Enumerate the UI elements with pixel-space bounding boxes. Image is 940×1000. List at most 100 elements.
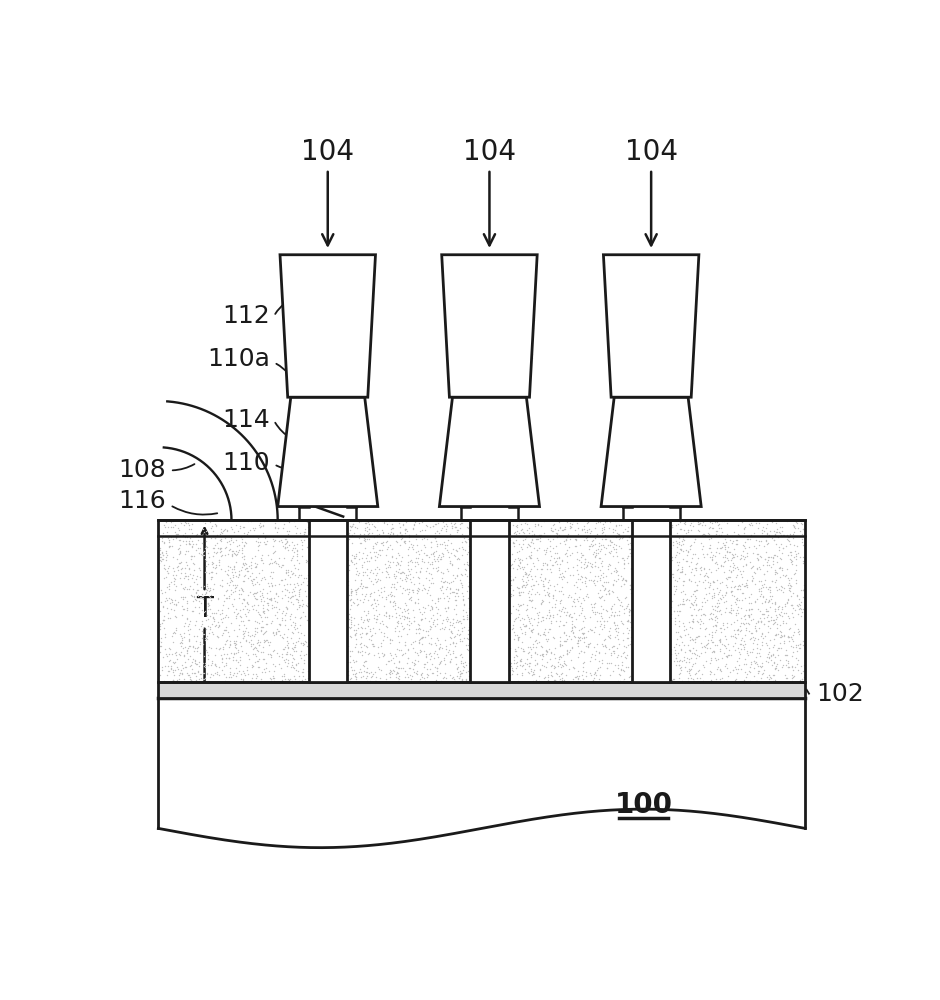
Point: [491, 610, 506, 626]
Point: [402, 660, 417, 676]
Point: [559, 604, 574, 620]
Point: [417, 629, 432, 645]
Point: [306, 576, 321, 592]
Point: [642, 250, 657, 266]
Point: [494, 550, 509, 566]
Point: [327, 327, 342, 343]
Point: [228, 547, 243, 563]
Point: [374, 645, 389, 661]
Point: [255, 547, 270, 563]
Point: [305, 630, 320, 646]
Point: [316, 359, 331, 375]
Point: [282, 608, 297, 624]
Point: [744, 595, 759, 611]
Point: [494, 258, 509, 274]
Point: [151, 572, 166, 588]
Point: [645, 628, 660, 644]
Point: [288, 643, 303, 659]
Point: [616, 645, 631, 661]
Point: [323, 277, 338, 293]
Point: [654, 311, 669, 327]
Point: [621, 340, 636, 356]
Point: [211, 591, 226, 607]
Point: [643, 328, 658, 344]
Point: [629, 626, 644, 642]
Point: [660, 311, 675, 327]
Point: [201, 597, 216, 613]
Point: [444, 388, 459, 404]
Point: [466, 389, 481, 405]
Point: [345, 376, 360, 392]
Point: [302, 249, 317, 265]
Point: [735, 563, 750, 579]
Point: [312, 573, 327, 589]
Point: [411, 621, 426, 637]
Point: [635, 620, 650, 636]
Point: [395, 618, 410, 634]
Point: [670, 372, 685, 388]
Point: [353, 535, 368, 551]
Point: [490, 283, 505, 299]
Point: [705, 634, 720, 650]
Point: [581, 638, 596, 654]
Point: [201, 583, 216, 599]
Point: [462, 325, 478, 341]
Point: [212, 552, 227, 568]
Point: [484, 284, 499, 300]
Point: [640, 630, 655, 646]
Point: [622, 577, 637, 593]
Point: [542, 533, 557, 549]
Point: [690, 272, 705, 288]
Point: [517, 285, 532, 301]
Point: [268, 532, 283, 548]
Point: [448, 253, 463, 269]
Point: [201, 596, 216, 612]
Point: [696, 546, 711, 562]
Point: [622, 541, 637, 557]
Point: [454, 326, 469, 342]
Point: [306, 583, 321, 599]
Point: [322, 623, 337, 639]
Point: [204, 657, 219, 673]
Point: [461, 372, 476, 388]
Point: [347, 662, 362, 678]
Point: [291, 668, 306, 684]
Point: [630, 257, 645, 273]
Point: [426, 545, 441, 561]
Point: [739, 602, 754, 618]
Point: [691, 251, 706, 267]
Point: [444, 545, 459, 561]
Point: [747, 594, 762, 610]
Point: [536, 542, 551, 558]
Point: [312, 249, 327, 265]
Point: [627, 521, 642, 537]
Point: [348, 360, 363, 376]
Point: [343, 334, 358, 350]
Point: [517, 618, 532, 634]
Point: [624, 328, 639, 344]
Point: [486, 542, 501, 558]
Point: [531, 673, 546, 689]
Point: [318, 378, 333, 394]
Point: [284, 290, 299, 306]
Point: [708, 618, 723, 634]
Point: [484, 551, 499, 567]
Point: [554, 666, 569, 682]
Point: [477, 374, 492, 390]
Point: [234, 671, 249, 687]
Point: [780, 608, 795, 624]
Point: [455, 389, 470, 405]
Point: [334, 330, 349, 346]
Point: [634, 292, 650, 308]
Point: [619, 532, 634, 548]
Point: [418, 646, 433, 662]
Point: [769, 515, 784, 531]
Point: [391, 642, 406, 658]
Point: [492, 567, 507, 583]
Point: [431, 601, 446, 617]
Point: [791, 623, 807, 639]
Point: [471, 664, 486, 680]
Point: [704, 644, 719, 660]
Point: [295, 548, 310, 564]
Point: [265, 564, 280, 580]
